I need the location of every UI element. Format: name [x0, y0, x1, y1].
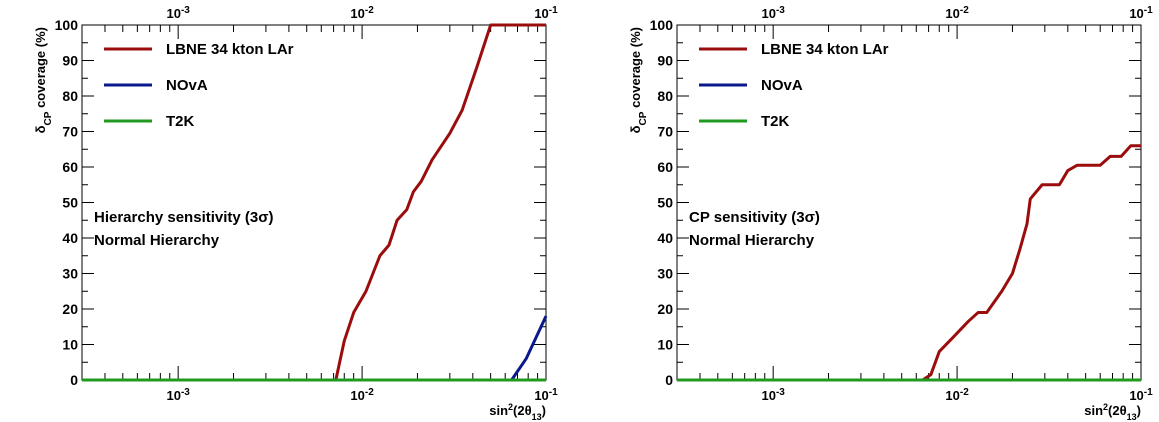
annotation-text: Normal Hierarchy	[94, 232, 220, 249]
y-tick-label: 40	[62, 230, 78, 246]
y-tick-label: 40	[657, 230, 673, 246]
y-tick-label: 20	[657, 301, 673, 317]
y-tick-label: 10	[62, 337, 78, 353]
y-tick-label: 50	[657, 195, 673, 211]
x-tick-label: 10-1	[534, 387, 558, 404]
series-line-lbne-34-kton-lar	[677, 144, 1141, 382]
x-tick-label-top: 10-2	[945, 5, 969, 22]
y-tick-label: 60	[62, 159, 78, 175]
x-tick-label-top: 10-3	[166, 5, 190, 22]
x-tick-label: 10-2	[945, 387, 969, 404]
legend-label: NOvA	[761, 77, 803, 94]
plot-frame	[81, 24, 547, 381]
y-axis-title: δCP coverage (%)	[33, 27, 54, 133]
x-axis-title: sin2(2θ13)	[1084, 402, 1141, 422]
legend-label: NOvA	[166, 77, 208, 94]
annotation-text: Hierarchy sensitivity (3σ)	[94, 209, 274, 226]
legend-label: T2K	[761, 113, 790, 130]
y-tick-label: 90	[657, 53, 673, 69]
legend-label: LBNE 34 kton LAr	[166, 41, 294, 58]
y-tick-label: 10	[657, 337, 673, 353]
plot-frame	[676, 24, 1142, 381]
annotation-text: CP sensitivity (3σ)	[689, 209, 820, 226]
y-tick-label: 0	[665, 372, 673, 388]
series-line-lbne-34-kton-lar	[82, 23, 546, 382]
chart-panel-1: 0 10 20 30 40 50 60 70 80 90 100 10-3 10-3 10-2 10-2 10…	[33, 5, 558, 422]
y-tick-label: 90	[62, 53, 78, 69]
x-tick-label: 10-3	[761, 387, 785, 404]
legend-label: LBNE 34 kton LAr	[761, 41, 889, 58]
y-axis-title: δCP coverage (%)	[628, 27, 649, 133]
y-tick-label: 60	[657, 159, 673, 175]
chart-panel-2: 0 10 20 30 40 50 60 70 80 90 100 10-3 10-3 10-2 10-2 10…	[628, 5, 1153, 422]
y-tick-label: 70	[657, 124, 673, 140]
x-tick-label-top: 10-1	[534, 5, 558, 22]
y-tick-label: 80	[657, 88, 673, 104]
y-tick-label: 30	[62, 266, 78, 282]
series-line-nova	[82, 315, 548, 382]
x-tick-label-top: 10-1	[1129, 5, 1153, 22]
x-tick-label-top: 10-3	[761, 5, 785, 22]
x-tick-label: 10-2	[350, 387, 374, 404]
legend-label: T2K	[166, 113, 195, 130]
annotation-text: Normal Hierarchy	[689, 232, 815, 249]
y-tick-label: 100	[55, 17, 79, 33]
y-tick-label: 30	[657, 266, 673, 282]
x-tick-label-top: 10-2	[350, 5, 374, 22]
y-tick-label: 20	[62, 301, 78, 317]
y-tick-label: 0	[70, 372, 78, 388]
y-tick-label: 50	[62, 195, 78, 211]
x-tick-label: 10-1	[1129, 387, 1153, 404]
y-tick-label: 80	[62, 88, 78, 104]
y-tick-label: 70	[62, 124, 78, 140]
y-tick-label: 100	[650, 17, 674, 33]
x-tick-label: 10-3	[166, 387, 190, 404]
x-axis-title: sin2(2θ13)	[489, 402, 546, 422]
